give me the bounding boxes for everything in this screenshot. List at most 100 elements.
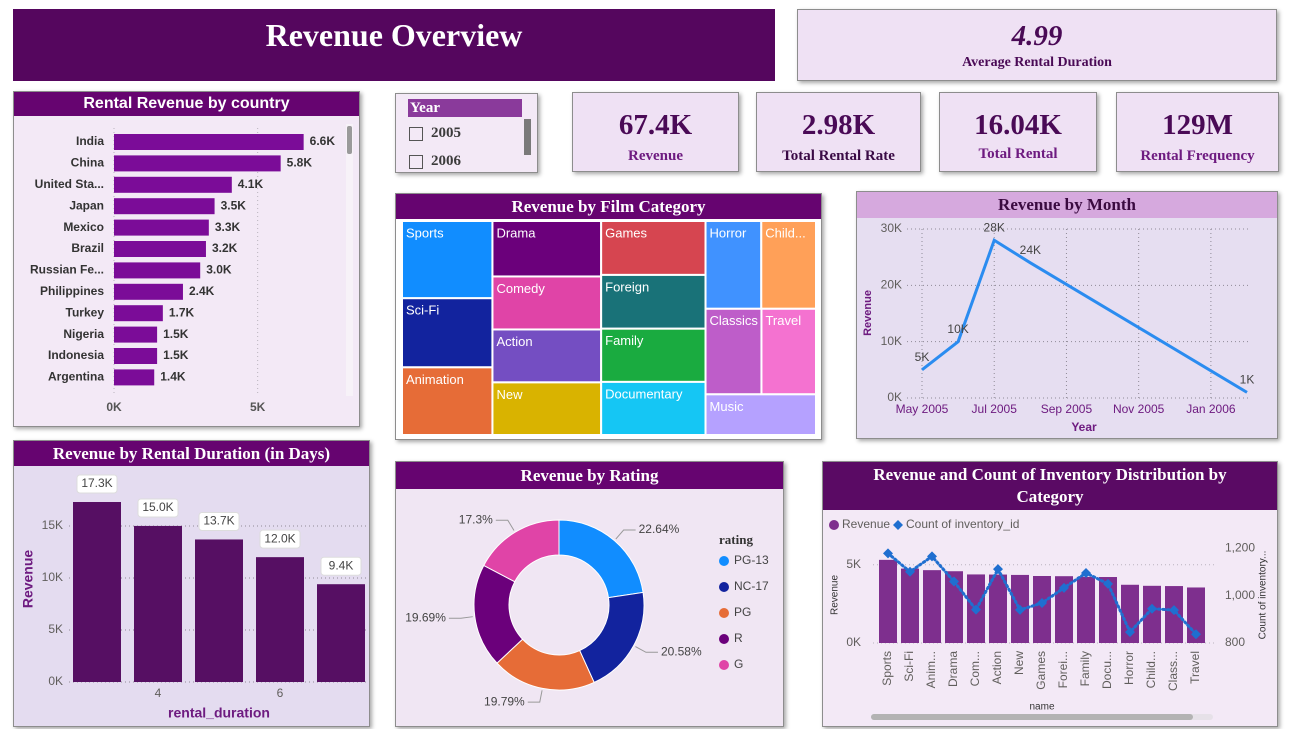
x-tick-label: Class... [1166, 651, 1180, 691]
checkbox[interactable] [409, 126, 423, 141]
cell-label: Animation [406, 372, 464, 387]
checkbox[interactable] [409, 154, 423, 169]
x-axis-title: Year [1071, 420, 1097, 434]
kpi-card: 67.4K Revenue [572, 92, 739, 172]
kpi-label: Total Rental [978, 146, 1058, 162]
kpi-value: 2.98K [801, 109, 876, 141]
label-box [137, 498, 179, 518]
bar [114, 326, 158, 343]
marker [1037, 598, 1047, 609]
chart: 0K 5K India 6.6K China 5.8K United Sta... 4.1K J… [30, 124, 353, 414]
leader-line [448, 616, 473, 619]
bar [1055, 576, 1073, 643]
data-label: 17.3% [459, 512, 493, 526]
y-tick-label: 10K [42, 570, 63, 584]
cell-label: Child... [765, 225, 805, 240]
y-tick-label: United Sta... [35, 177, 104, 191]
y-tick-label: 5K [48, 622, 63, 636]
data-label: 3.3K [215, 220, 241, 234]
y-tick-label: Nigeria [63, 327, 104, 341]
y-tick-label: 15K [42, 518, 63, 532]
bar [114, 305, 163, 322]
marker [905, 566, 915, 577]
bar [1143, 585, 1161, 643]
x-tick-label: Jul 2005 [972, 402, 1018, 416]
y-tick-label: Russian Fe... [30, 263, 104, 277]
cell-label: Foreign [605, 279, 649, 294]
y2-axis-title: Count of inventory... [1258, 551, 1269, 640]
scrollbar-thumb[interactable] [347, 126, 352, 154]
legend-label: PG-13 [734, 553, 769, 567]
legend-marker [719, 556, 729, 566]
chart: 0K 10K 20K 30K May 2005 Jul 2005 Sep 2005 Nov 2… [862, 220, 1255, 434]
y-tick-label: 5K [846, 557, 861, 571]
x-tick-label: Games [1034, 651, 1048, 690]
data-label: 1.5K [163, 348, 189, 362]
y-tick-label: Brazil [71, 241, 104, 255]
x-tick-label: Sci-Fi [902, 651, 916, 682]
chart: 0K 5K 10K 15K 4 6 17.3K 15.0K 13.7K 12.0K 9.4K rent… [20, 474, 366, 721]
legend-marker [719, 608, 729, 618]
bar [945, 571, 963, 643]
bar [114, 262, 201, 279]
kpi-label: Total Rental Rate [782, 148, 895, 164]
treemap-cell [491, 381, 603, 436]
data-label: 3.2K [212, 241, 238, 255]
treemap-cell [704, 220, 763, 310]
data-label: 1K [1240, 373, 1255, 387]
y2-tick-label: 1,200 [1225, 541, 1255, 555]
scrollbar-thumb[interactable] [871, 714, 1193, 720]
leader-line [527, 690, 543, 703]
marker [1103, 578, 1113, 589]
cell-label: New [496, 387, 523, 402]
treemap-cell [491, 328, 603, 384]
bar [114, 176, 232, 193]
x-tick-label: 6 [277, 686, 284, 700]
cell-label: Sports [406, 225, 444, 240]
data-label: 1.7K [169, 305, 195, 319]
legend-label: Revenue [842, 517, 890, 531]
data-label: 5.8K [287, 156, 313, 170]
y-tick-label: Mexico [63, 220, 104, 234]
y-tick-label: Argentina [48, 370, 104, 384]
marker [1169, 605, 1179, 616]
scrollbar[interactable] [524, 119, 531, 155]
chart-title: Rental Revenue by country [14, 92, 359, 116]
data-label: 6.6K [310, 134, 336, 148]
y-tick-label: 0K [846, 635, 861, 649]
data-label: 2.4K [189, 284, 215, 298]
treemap-cell [704, 393, 817, 436]
marker [971, 604, 981, 615]
data-label: 22.64% [639, 522, 680, 536]
option-label: 2006 [431, 153, 461, 169]
legend-label: G [734, 657, 743, 671]
cell-label: Comedy [496, 281, 545, 296]
y-tick-label: 20K [881, 278, 902, 292]
marker [993, 564, 1003, 575]
cell-label: Travel [765, 313, 801, 328]
y-tick-label: Philippines [40, 284, 104, 298]
y-tick-label: Japan [69, 198, 104, 212]
kpi-value: 16.04K [974, 109, 1062, 141]
slicer-option[interactable]: 2006 [409, 153, 461, 170]
cell-label: Horror [710, 225, 748, 240]
x-tick-label: 0K [106, 400, 122, 414]
inventory-panel: Revenue and Count of Inventory Distribut… [822, 461, 1278, 727]
kpi-label: Average Rental Duration [962, 55, 1112, 70]
slicer-option[interactable]: 2005 [409, 125, 461, 142]
bar [901, 568, 919, 643]
label-box [76, 474, 118, 494]
chart-title: Revenue by Rating [396, 462, 783, 489]
legend-title: rating [719, 532, 753, 547]
legend-marker [719, 634, 729, 644]
data-label: 20.58% [661, 644, 702, 658]
x-tick-label: Forei... [1056, 651, 1070, 688]
x-tick-label: Jan 2006 [1186, 402, 1236, 416]
bar [114, 198, 215, 215]
x-tick-label: Nov 2005 [1113, 402, 1165, 416]
y-tick-label: 30K [881, 221, 902, 235]
marker [883, 548, 893, 559]
kpi-label: Revenue [628, 148, 683, 164]
x-tick-label: Anim... [924, 651, 938, 688]
